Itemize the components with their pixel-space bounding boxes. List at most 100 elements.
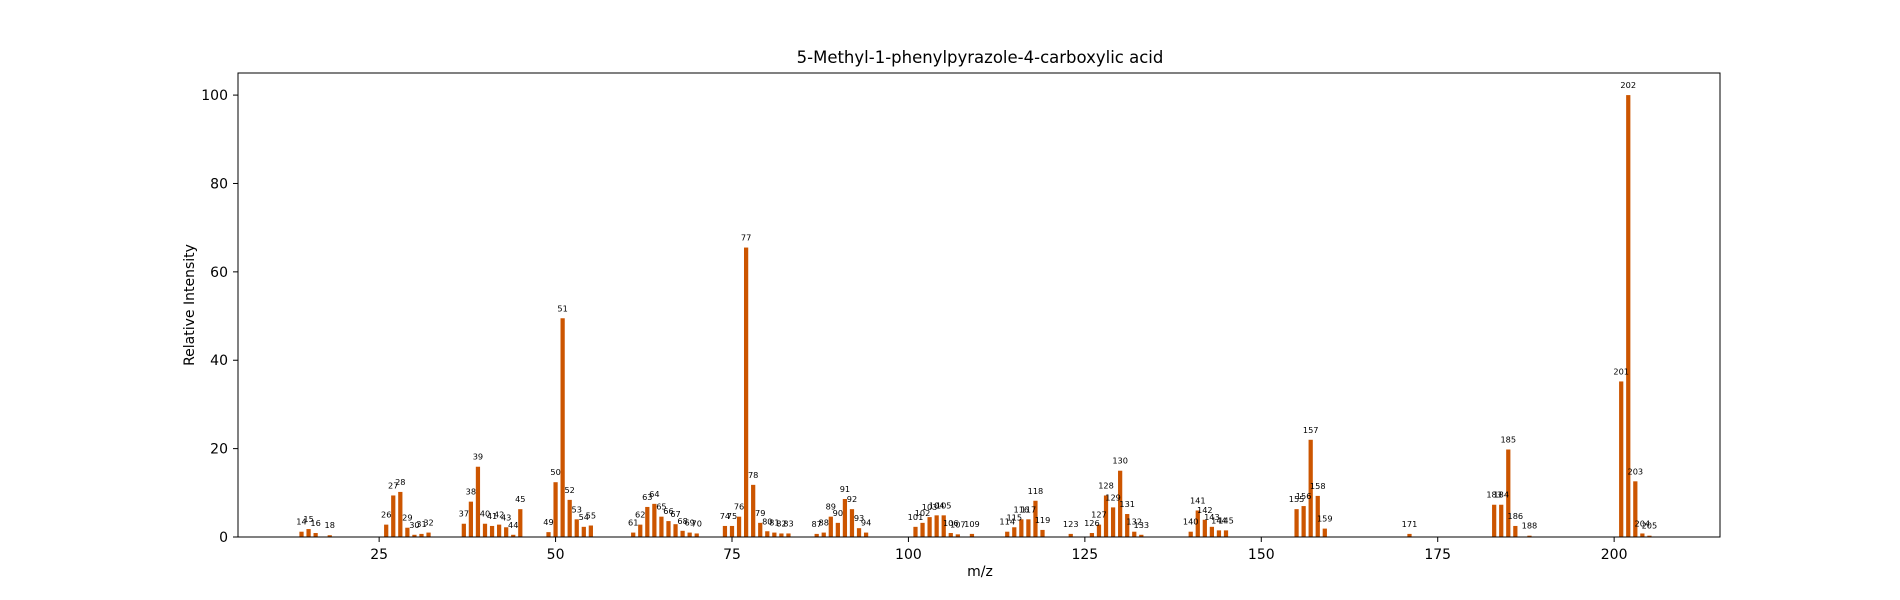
peak-bar-52 bbox=[567, 499, 572, 537]
x-tick-label-150: 150 bbox=[1248, 547, 1275, 563]
peak-label-29: 29 bbox=[402, 513, 412, 523]
peak-bar-126 bbox=[1089, 533, 1095, 537]
peak-label-31: 31 bbox=[416, 519, 426, 529]
peak-bar-16 bbox=[313, 533, 318, 537]
y-axis-label: Relative Intensity bbox=[182, 244, 198, 366]
peak-bar-74 bbox=[722, 525, 728, 537]
peak-bar-45 bbox=[518, 509, 523, 537]
peak-bar-55 bbox=[588, 525, 593, 537]
peak-bar-32 bbox=[426, 532, 431, 537]
x-tick-label-175: 175 bbox=[1424, 547, 1451, 563]
peak-label-77: 77 bbox=[741, 233, 751, 243]
peak-bar-130 bbox=[1118, 470, 1123, 537]
peak-label-88: 88 bbox=[819, 518, 829, 528]
peak-bar-119 bbox=[1040, 529, 1045, 537]
peak-label-32: 32 bbox=[423, 518, 433, 528]
peak-label-82: 82 bbox=[776, 518, 786, 528]
peak-bar-171 bbox=[1407, 533, 1412, 537]
peak-bar-129 bbox=[1110, 507, 1116, 537]
peak-bar-183 bbox=[1492, 504, 1497, 537]
peak-bar-203 bbox=[1633, 481, 1638, 537]
peak-bar-90 bbox=[835, 522, 840, 537]
peak-label-28: 28 bbox=[395, 477, 405, 487]
peak-label-205: 205 bbox=[1642, 521, 1658, 531]
peak-bar-89 bbox=[828, 516, 833, 537]
peak-bar-155 bbox=[1294, 509, 1299, 537]
peak-label-142: 142 bbox=[1197, 505, 1213, 515]
peak-bar-140 bbox=[1188, 531, 1193, 537]
peak-label-14: 14 bbox=[296, 517, 306, 527]
peak-bar-51 bbox=[560, 318, 565, 537]
peak-bar-80 bbox=[765, 531, 770, 537]
peak-bar-31 bbox=[419, 533, 424, 537]
peak-label-64: 64 bbox=[649, 489, 659, 499]
peak-label-201: 201 bbox=[1613, 366, 1629, 376]
peak-bar-118 bbox=[1033, 500, 1038, 537]
peak-bar-159 bbox=[1322, 528, 1327, 537]
peak-label-144: 144 bbox=[1211, 515, 1227, 525]
peak-bar-202 bbox=[1626, 95, 1631, 537]
peak-bar-101 bbox=[913, 526, 918, 537]
peak-label-81: 81 bbox=[769, 518, 779, 528]
peak-bar-141 bbox=[1195, 510, 1200, 537]
peak-bar-69 bbox=[687, 532, 692, 537]
peak-bar-127 bbox=[1096, 524, 1102, 537]
peak-bar-158 bbox=[1315, 495, 1320, 537]
peak-label-106: 106 bbox=[943, 518, 959, 528]
peak-bar-28 bbox=[398, 491, 403, 537]
peak-bar-107 bbox=[955, 534, 960, 537]
peak-label-74: 74 bbox=[720, 511, 730, 521]
peak-label-133: 133 bbox=[1133, 520, 1149, 530]
peak-label-203: 203 bbox=[1627, 466, 1643, 476]
peak-bar-14 bbox=[299, 531, 304, 537]
peak-label-91: 91 bbox=[840, 484, 850, 494]
peak-label-76: 76 bbox=[734, 502, 744, 512]
peak-bar-61 bbox=[631, 532, 636, 537]
peak-label-116: 116 bbox=[1014, 504, 1030, 514]
peak-label-63: 63 bbox=[642, 492, 652, 502]
peak-bar-50 bbox=[553, 482, 558, 537]
x-tick-label-25: 25 bbox=[370, 547, 388, 563]
peak-bar-104 bbox=[934, 515, 939, 537]
peak-label-101: 101 bbox=[908, 512, 924, 522]
peak-label-109: 109 bbox=[964, 519, 980, 529]
peak-bar-81 bbox=[772, 532, 777, 537]
peak-label-171: 171 bbox=[1402, 519, 1418, 529]
peak-bar-82 bbox=[779, 533, 784, 537]
peak-label-143: 143 bbox=[1204, 512, 1220, 522]
peak-label-128: 128 bbox=[1098, 480, 1114, 490]
peak-bar-39 bbox=[475, 466, 481, 537]
peak-bar-41 bbox=[489, 525, 495, 537]
peak-bar-54 bbox=[581, 526, 586, 537]
peak-bar-27 bbox=[391, 495, 396, 537]
peak-label-123: 123 bbox=[1063, 519, 1079, 529]
peak-bar-103 bbox=[927, 517, 932, 537]
peak-label-130: 130 bbox=[1112, 456, 1128, 466]
peak-label-118: 118 bbox=[1028, 486, 1044, 496]
peak-bar-204 bbox=[1640, 533, 1645, 537]
peak-bar-77 bbox=[743, 247, 749, 538]
peak-bar-49 bbox=[546, 532, 551, 537]
chart-title: 5-Methyl-1-phenylpyrazole-4-carboxylic a… bbox=[797, 48, 1164, 67]
peak-label-43: 43 bbox=[501, 512, 511, 522]
y-tick-label-0: 0 bbox=[219, 530, 228, 546]
peak-bar-15 bbox=[306, 529, 311, 537]
peak-label-156: 156 bbox=[1296, 491, 1312, 501]
x-axis: 25 50 75 100 125 150 175 200 bbox=[370, 537, 1628, 563]
peak-bar-145 bbox=[1223, 530, 1229, 537]
peak-label-132: 132 bbox=[1126, 517, 1142, 527]
x-axis-label: m/z bbox=[967, 564, 993, 580]
peak-bar-106 bbox=[948, 533, 953, 537]
peak-label-53: 53 bbox=[572, 504, 582, 514]
peak-bar-114 bbox=[1005, 531, 1010, 537]
peak-label-65: 65 bbox=[656, 502, 666, 512]
peak-bar-40 bbox=[482, 523, 488, 537]
peak-label-67: 67 bbox=[670, 509, 680, 519]
peak-label-45: 45 bbox=[515, 494, 525, 504]
peak-label-62: 62 bbox=[635, 510, 645, 520]
peak-bar-94 bbox=[863, 532, 869, 537]
peak-label-119: 119 bbox=[1035, 515, 1051, 525]
peak-label-16: 16 bbox=[310, 518, 320, 528]
peak-label-129: 129 bbox=[1105, 492, 1121, 502]
